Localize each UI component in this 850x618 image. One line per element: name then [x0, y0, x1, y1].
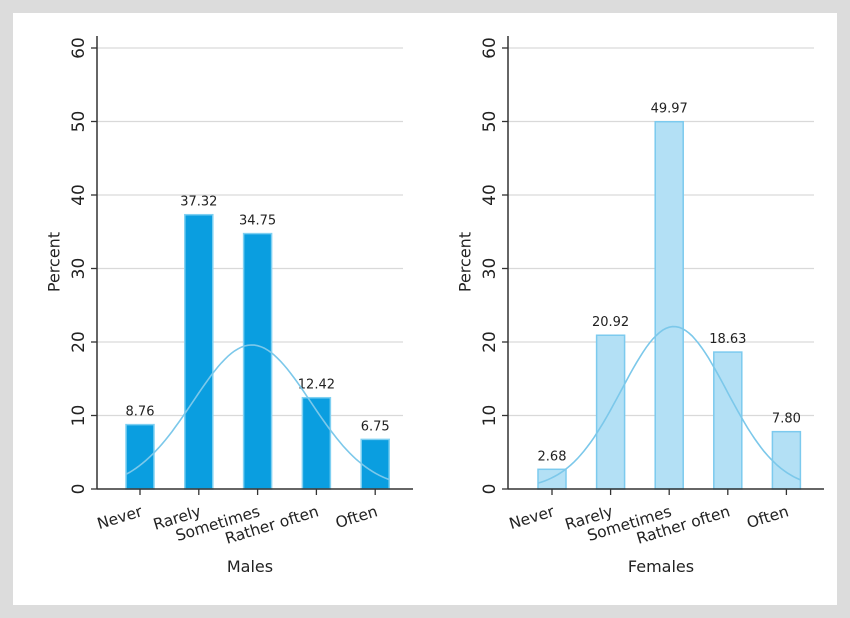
males-category-label: Never: [95, 502, 145, 533]
males-bar-sometimes: [242, 232, 273, 490]
females-normal-curve: [537, 325, 801, 484]
males-value-label: 12.42: [298, 378, 335, 393]
males-value-label: 34.75: [239, 214, 276, 229]
males-y-tick-label: 60: [69, 37, 89, 59]
females-y-tick-label: 60: [480, 37, 500, 59]
females-value-label: 2.68: [538, 449, 567, 464]
males-value-label: 8.76: [126, 405, 155, 420]
males-y-tick-label: 0: [69, 484, 89, 495]
females-bar-sometimes: [654, 120, 684, 490]
females-bar-rather-often: [713, 351, 743, 490]
females-category-label: Never: [507, 502, 557, 533]
figure-frame: [13, 13, 837, 605]
males-value-label: 37.32: [180, 195, 217, 210]
females-value-label: 20.92: [592, 315, 629, 330]
males-value-label: 6.75: [361, 419, 390, 434]
males-category-label: Often: [333, 502, 379, 532]
females-x-axis-title: Females: [628, 557, 694, 576]
males-y-tick-label: 10: [69, 405, 89, 427]
females-bar-rarely: [595, 334, 626, 490]
females-category-label: Often: [745, 502, 791, 532]
females-value-label: 49.97: [651, 102, 688, 117]
males-y-tick-label: 30: [69, 258, 89, 280]
males-bar-often: [360, 438, 390, 490]
males-x-axis-title: Males: [227, 557, 273, 576]
females-value-label: 18.63: [709, 332, 746, 347]
males-y-tick-label: 50: [69, 111, 89, 133]
females-y-tick-label: 20: [480, 331, 500, 353]
females-y-tick-label: 30: [480, 258, 500, 280]
females-y-tick-label: 40: [480, 184, 500, 206]
females-value-label: 7.80: [772, 412, 801, 427]
females-bar-often: [771, 430, 802, 490]
males-y-axis-title: Percent: [45, 232, 64, 292]
females-y-axis-title: Percent: [456, 232, 475, 292]
females-y-tick-label: 0: [480, 484, 500, 495]
males-y-tick-label: 20: [69, 331, 89, 353]
males-bar-rarely: [184, 213, 214, 490]
males-y-tick-label: 40: [69, 184, 89, 206]
females-y-tick-label: 50: [480, 111, 500, 133]
males-normal-curve: [125, 344, 390, 481]
females-y-tick-label: 10: [480, 405, 500, 427]
